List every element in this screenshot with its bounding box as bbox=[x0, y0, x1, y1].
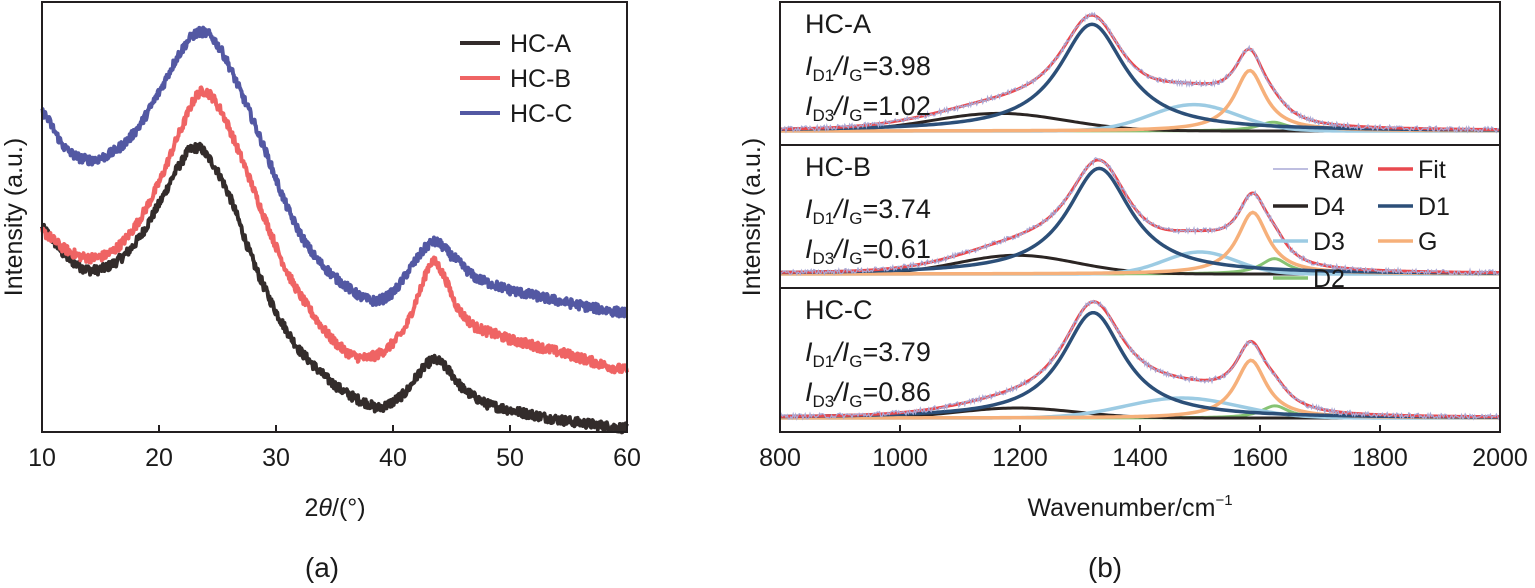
raman-x-tick-label: 800 bbox=[759, 444, 801, 472]
raman-series-group bbox=[779, 11, 1501, 421]
raman-raw-line bbox=[779, 11, 1501, 134]
raman-x-axis-title: Wavenumber/cm−1 bbox=[1027, 492, 1232, 522]
raman-panel-hc-c bbox=[779, 299, 1501, 421]
xrd-x-tick-label: 50 bbox=[496, 444, 524, 472]
raman-ratio-d1-g: ID1/IG=3.79 bbox=[805, 337, 931, 371]
raman-panel-hc-a bbox=[779, 11, 1501, 134]
raman-x-ticks: 800 1000 1200 1400 1600 1800 2000 bbox=[759, 425, 1528, 472]
raman-x-tick-label: 1200 bbox=[992, 444, 1048, 472]
xrd-x-tick-label: 30 bbox=[262, 444, 290, 472]
raman-legend-label-d4: D4 bbox=[1313, 193, 1345, 221]
raman-x-tick-label: 2000 bbox=[1472, 444, 1528, 472]
raman-legend: Raw Fit D4 D1 D3 G D2 bbox=[1273, 156, 1450, 293]
raman-legend-label-d1: D1 bbox=[1418, 193, 1450, 221]
raman-annotations: HC-A ID1/IG=3.98 ID3/IG=1.02 HC-B ID1/IG=3.7… bbox=[805, 9, 931, 411]
raman-sample-name: HC-B bbox=[805, 152, 871, 182]
xrd-legend-label: HC-C bbox=[510, 100, 573, 128]
raman-panel-hc-b bbox=[779, 156, 1501, 277]
raman-fit-line bbox=[779, 13, 1501, 132]
raman-x-tick-label: 1800 bbox=[1352, 444, 1408, 472]
raman-legend-label-g: G bbox=[1418, 228, 1437, 256]
xrd-plot-frame bbox=[41, 1, 628, 433]
xrd-x-tick-label: 40 bbox=[379, 444, 407, 472]
panel-label-b: (b) bbox=[1088, 552, 1122, 583]
raman-legend-label-fit: Fit bbox=[1418, 156, 1446, 184]
xrd-series-hc-b bbox=[40, 85, 629, 375]
raman-chart: 800 1000 1200 1400 1600 1800 2000 HC-A ID1/IG=3… bbox=[738, 1, 1528, 583]
xrd-x-axis-title: 2θ/(°) bbox=[304, 494, 365, 522]
panel-label-a: (a) bbox=[305, 552, 339, 583]
raman-ratio-d3-g: ID3/IG=0.61 bbox=[805, 234, 931, 268]
xrd-chart: 10 20 30 40 50 60 HC-A HC-B HC-C Intensity (a.u… bbox=[0, 1, 641, 583]
xrd-y-axis-title: Intensity (a.u.) bbox=[0, 138, 28, 296]
raman-legend-label-d3: D3 bbox=[1313, 228, 1345, 256]
xrd-series-hc-a bbox=[40, 141, 629, 435]
raman-y-axis-title: Intensity (a.u.) bbox=[738, 138, 766, 296]
xrd-legend-label: HC-B bbox=[510, 65, 571, 93]
xrd-series-group bbox=[40, 25, 629, 435]
raman-raw-line bbox=[779, 156, 1501, 277]
raman-ratio-d1-g: ID1/IG=3.74 bbox=[805, 194, 931, 228]
xrd-x-tick-label: 20 bbox=[145, 444, 173, 472]
xrd-x-tick-label: 10 bbox=[28, 444, 56, 472]
xrd-x-tick-label: 60 bbox=[613, 444, 641, 472]
raman-x-tick-label: 1600 bbox=[1232, 444, 1288, 472]
raman-raw-line bbox=[779, 299, 1501, 421]
raman-ratio-d3-g: ID3/IG=1.02 bbox=[805, 91, 931, 125]
raman-x-tick-label: 1400 bbox=[1112, 444, 1168, 472]
raman-x-tick-label: 1000 bbox=[872, 444, 928, 472]
raman-sample-name: HC-C bbox=[805, 295, 873, 325]
xrd-x-ticks: 10 20 30 40 50 60 bbox=[28, 425, 641, 472]
raman-legend-label-d2: D2 bbox=[1313, 265, 1345, 293]
raman-ratio-d1-g: ID1/IG=3.98 bbox=[805, 51, 931, 85]
raman-sample-name: HC-A bbox=[805, 9, 871, 39]
xrd-series-hc-c bbox=[40, 25, 629, 319]
raman-legend-label-raw: Raw bbox=[1313, 156, 1364, 184]
raman-ratio-d3-g: ID3/IG=0.86 bbox=[805, 377, 931, 411]
xrd-legend: HC-A HC-B HC-C bbox=[460, 30, 573, 128]
xrd-legend-label: HC-A bbox=[510, 30, 571, 58]
